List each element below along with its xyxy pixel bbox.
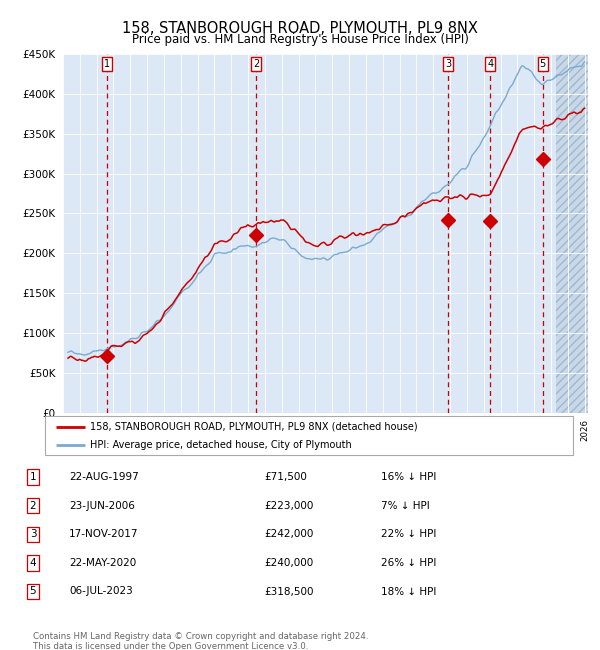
Text: 06-JUL-2023: 06-JUL-2023 [69,586,133,597]
Text: 4: 4 [29,558,37,568]
Text: 23-JUN-2006: 23-JUN-2006 [69,500,135,511]
Text: 22-MAY-2020: 22-MAY-2020 [69,558,136,568]
Text: 22-AUG-1997: 22-AUG-1997 [69,472,139,482]
Text: 2: 2 [253,59,259,70]
Text: 2: 2 [29,500,37,511]
Bar [556,54,588,413]
Text: £318,500: £318,500 [264,586,314,597]
Text: 22% ↓ HPI: 22% ↓ HPI [381,529,436,539]
Text: 1: 1 [29,472,37,482]
Text: £240,000: £240,000 [264,558,313,568]
Text: 16% ↓ HPI: 16% ↓ HPI [381,472,436,482]
Text: £71,500: £71,500 [264,472,307,482]
Text: 158, STANBOROUGH ROAD, PLYMOUTH, PL9 8NX: 158, STANBOROUGH ROAD, PLYMOUTH, PL9 8NX [122,21,478,36]
Text: 18% ↓ HPI: 18% ↓ HPI [381,586,436,597]
Text: HPI: Average price, detached house, City of Plymouth: HPI: Average price, detached house, City… [90,440,352,450]
Text: 5: 5 [29,586,37,597]
Text: £223,000: £223,000 [264,500,313,511]
Text: 5: 5 [539,59,546,70]
Text: £242,000: £242,000 [264,529,313,539]
Text: 3: 3 [29,529,37,539]
Text: 17-NOV-2017: 17-NOV-2017 [69,529,139,539]
Text: Contains HM Land Registry data © Crown copyright and database right 2024.
This d: Contains HM Land Registry data © Crown c… [33,632,368,650]
Text: Price paid vs. HM Land Registry's House Price Index (HPI): Price paid vs. HM Land Registry's House … [131,32,469,46]
Text: 7% ↓ HPI: 7% ↓ HPI [381,500,430,511]
Text: 158, STANBOROUGH ROAD, PLYMOUTH, PL9 8NX (detached house): 158, STANBOROUGH ROAD, PLYMOUTH, PL9 8NX… [90,422,418,432]
Bar [556,54,588,413]
Text: 4: 4 [487,59,493,70]
Text: 1: 1 [104,59,110,70]
Text: 26% ↓ HPI: 26% ↓ HPI [381,558,436,568]
Text: 3: 3 [445,59,451,70]
